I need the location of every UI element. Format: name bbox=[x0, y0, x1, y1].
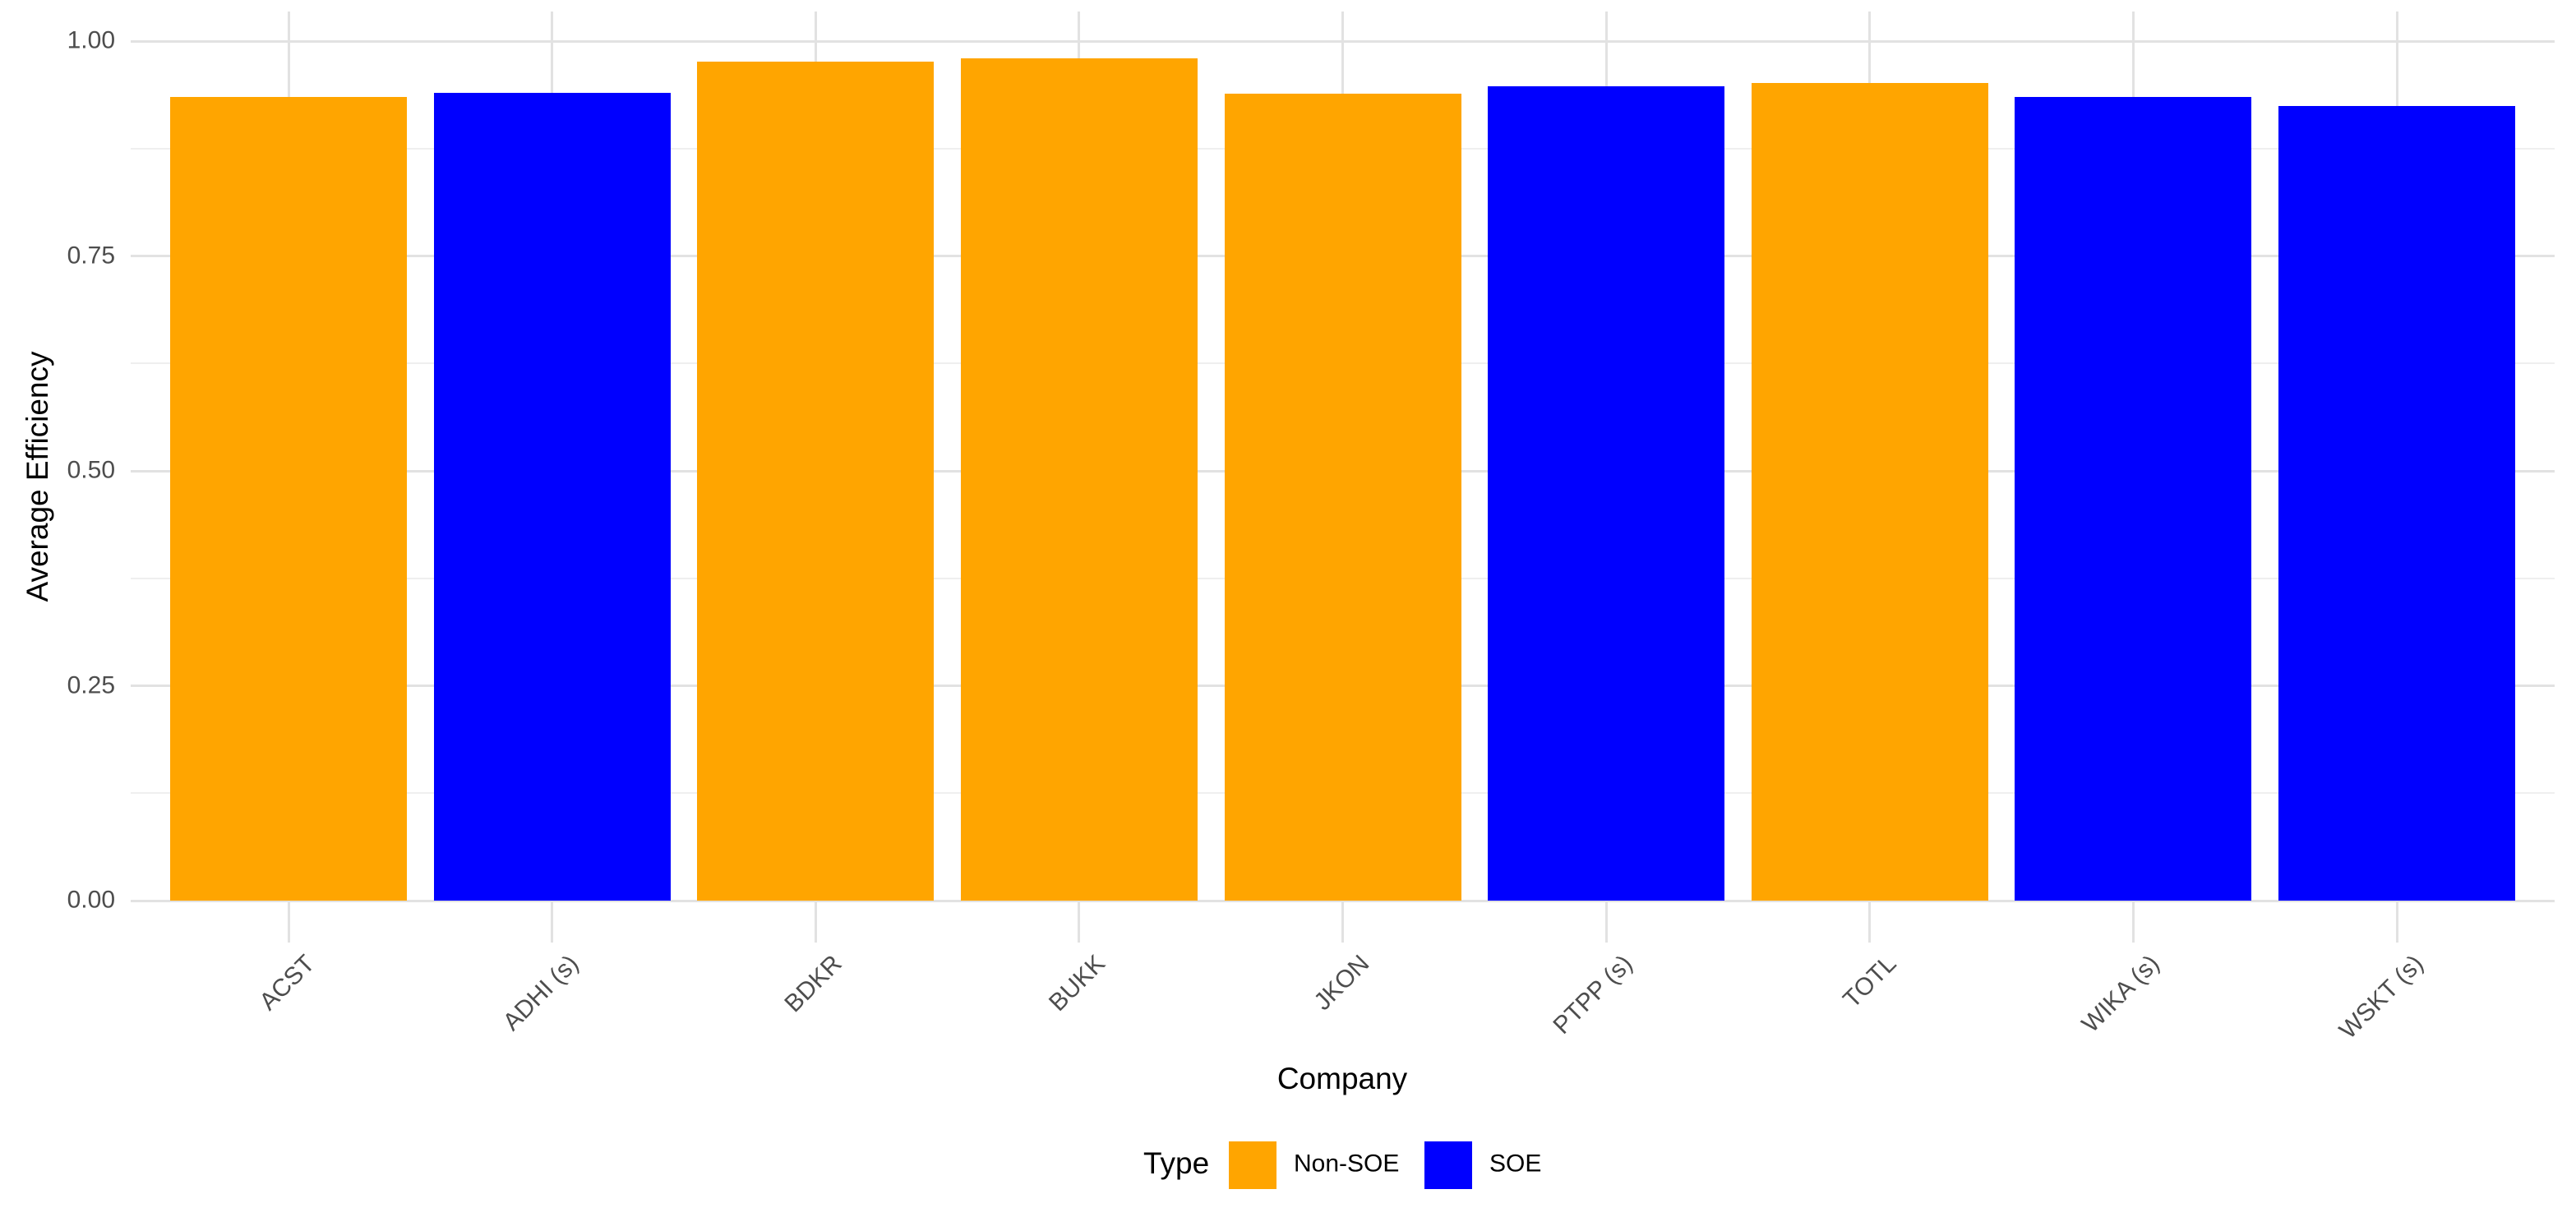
legend-swatch-soe bbox=[1424, 1141, 1472, 1189]
bar-WIKAs bbox=[2015, 96, 2252, 901]
x-tick-label: JKON bbox=[1308, 950, 1374, 1016]
legend-title: Type bbox=[1143, 1146, 1210, 1181]
bar-ACST bbox=[170, 96, 407, 901]
y-tick-label: 0.50 bbox=[67, 456, 115, 484]
x-tick-label: ACST bbox=[254, 950, 321, 1016]
bar-PTPPs bbox=[1488, 86, 1725, 901]
x-tick-label: PTPP (s) bbox=[1548, 950, 1638, 1040]
x-tick-label: TOTL bbox=[1837, 950, 1902, 1014]
bar-JKON bbox=[1224, 93, 1461, 901]
y-tick-label: 1.00 bbox=[67, 26, 115, 54]
x-tick-label: WIKA (s) bbox=[2076, 950, 2165, 1039]
x-tick-label: ADHI (s) bbox=[497, 950, 584, 1036]
bar-BUKK bbox=[960, 58, 1198, 901]
bar-TOTL bbox=[1751, 83, 1988, 901]
x-axis-title: Company bbox=[1276, 1062, 1408, 1095]
bar-WSKTs bbox=[2278, 106, 2516, 901]
x-tick-label: BDKR bbox=[779, 950, 847, 1018]
x-tick-label: BUKK bbox=[1044, 950, 1111, 1017]
x-tick-label: WSKT (s) bbox=[2334, 950, 2429, 1044]
legend-label-soe: SOE bbox=[1489, 1150, 1542, 1178]
legend-label-non-soe: Non-SOE bbox=[1294, 1150, 1400, 1178]
bar-BDKR bbox=[697, 62, 935, 901]
bar-ADHIs bbox=[433, 92, 671, 901]
y-axis-title: Average Efficiency bbox=[21, 351, 54, 602]
y-tick-label: 0.75 bbox=[67, 241, 115, 269]
y-tick-label: 0.25 bbox=[67, 671, 115, 698]
y-tick-label: 0.00 bbox=[67, 886, 115, 914]
legend-swatch-non-soe bbox=[1229, 1141, 1276, 1189]
